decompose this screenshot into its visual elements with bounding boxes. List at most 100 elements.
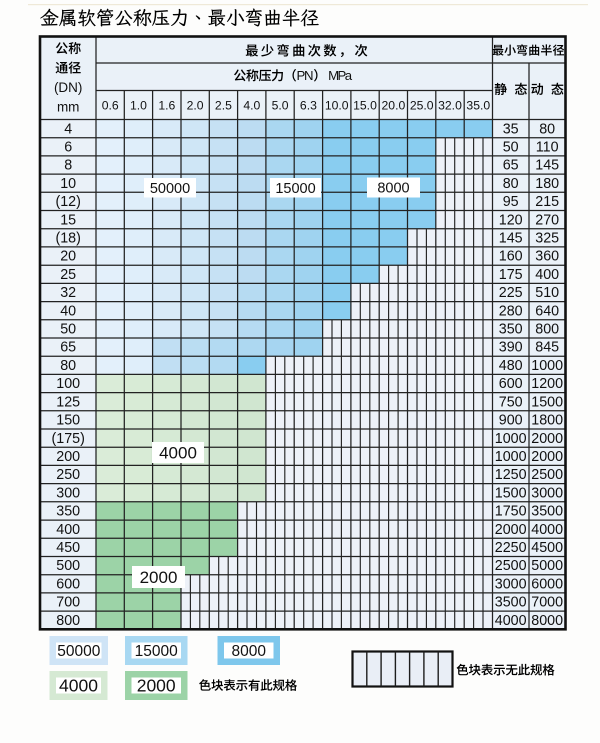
svg-text:40: 40	[60, 303, 76, 319]
svg-text:750: 750	[499, 394, 523, 410]
svg-text:3000: 3000	[495, 576, 527, 592]
svg-text:600: 600	[56, 576, 80, 592]
svg-text:4.0: 4.0	[243, 99, 260, 113]
svg-text:2000: 2000	[495, 522, 527, 538]
svg-text:(175): (175)	[52, 431, 85, 447]
svg-text:110: 110	[536, 140, 559, 156]
svg-text:7000: 7000	[531, 595, 563, 611]
svg-text:4000: 4000	[159, 444, 197, 463]
svg-text:1750: 1750	[495, 504, 527, 520]
svg-text:80: 80	[60, 358, 76, 374]
svg-text:215: 215	[535, 194, 559, 210]
svg-text:4500: 4500	[531, 540, 563, 556]
svg-text:5000: 5000	[531, 558, 563, 574]
svg-text:3500: 3500	[531, 504, 563, 520]
svg-text:640: 640	[535, 303, 559, 319]
svg-text:32.0: 32.0	[438, 99, 462, 113]
svg-text:20: 20	[60, 249, 76, 265]
svg-text:PN: PN	[297, 68, 314, 83]
svg-text:325: 325	[535, 231, 559, 247]
svg-text:3500: 3500	[495, 595, 527, 611]
svg-text:1800: 1800	[531, 413, 563, 429]
svg-text:10.0: 10.0	[325, 99, 349, 113]
svg-text:15: 15	[60, 212, 76, 228]
svg-text:400: 400	[535, 267, 559, 283]
svg-text:1000: 1000	[495, 449, 527, 465]
svg-text:4000: 4000	[495, 613, 527, 629]
svg-text:6.3: 6.3	[300, 99, 317, 113]
svg-text:35: 35	[503, 121, 519, 137]
svg-text:2.5: 2.5	[215, 99, 232, 113]
svg-text:1500: 1500	[531, 394, 563, 410]
svg-text:120: 120	[499, 212, 523, 228]
svg-text:65: 65	[60, 340, 76, 356]
svg-text:180: 180	[535, 176, 559, 192]
svg-text:700: 700	[56, 595, 80, 611]
svg-text:500: 500	[56, 558, 80, 574]
svg-text:1500: 1500	[495, 485, 527, 501]
svg-text:1000: 1000	[495, 431, 527, 447]
svg-text:(18): (18)	[55, 231, 80, 247]
svg-text:65: 65	[503, 158, 519, 174]
svg-text:1.6: 1.6	[158, 99, 175, 113]
svg-text:0.6: 0.6	[102, 99, 119, 113]
svg-text:280: 280	[499, 303, 523, 319]
svg-text:8: 8	[64, 158, 72, 174]
svg-text:100: 100	[56, 376, 80, 392]
svg-text:510: 510	[535, 285, 559, 301]
svg-text:2000: 2000	[137, 676, 176, 696]
svg-text:8000: 8000	[531, 613, 563, 629]
svg-text:15000: 15000	[135, 643, 178, 660]
svg-text:50000: 50000	[57, 643, 100, 660]
svg-text:125: 125	[56, 394, 80, 410]
svg-text:8000: 8000	[232, 643, 267, 660]
svg-text:145: 145	[535, 158, 559, 174]
svg-text:900: 900	[499, 413, 523, 429]
svg-text:5.0: 5.0	[272, 99, 289, 113]
svg-text:600: 600	[499, 376, 523, 392]
svg-text:4000: 4000	[531, 522, 563, 538]
svg-text:MPa: MPa	[328, 68, 353, 83]
svg-text:350: 350	[56, 504, 80, 520]
svg-text:4000: 4000	[59, 676, 98, 696]
svg-text:145: 145	[499, 231, 523, 247]
svg-text:1.0: 1.0	[130, 99, 147, 113]
svg-text:160: 160	[499, 249, 523, 265]
svg-text:360: 360	[535, 249, 559, 265]
svg-text:50: 50	[60, 322, 76, 338]
svg-text:800: 800	[56, 613, 80, 629]
svg-text:480: 480	[499, 358, 523, 374]
svg-text:2000: 2000	[531, 449, 563, 465]
svg-text:400: 400	[56, 522, 80, 538]
svg-text:250: 250	[56, 467, 80, 483]
svg-text:6: 6	[64, 140, 72, 156]
svg-text:15000: 15000	[275, 181, 315, 197]
svg-text:2000: 2000	[531, 431, 563, 447]
svg-text:2500: 2500	[495, 558, 527, 574]
svg-text:2.0: 2.0	[187, 99, 204, 113]
svg-text:(DN): (DN)	[54, 80, 83, 95]
svg-text:95: 95	[503, 194, 519, 210]
svg-text:150: 150	[56, 413, 80, 429]
svg-text:35.0: 35.0	[466, 99, 490, 113]
svg-text:225: 225	[499, 285, 523, 301]
svg-text:2250: 2250	[495, 540, 527, 556]
svg-text:10: 10	[60, 176, 76, 192]
svg-text:1200: 1200	[531, 376, 563, 392]
svg-text:25.0: 25.0	[410, 99, 434, 113]
svg-text:8000: 8000	[377, 181, 409, 197]
svg-text:80: 80	[503, 176, 519, 192]
svg-text:6000: 6000	[531, 576, 563, 592]
svg-text:2500: 2500	[531, 467, 563, 483]
svg-text:80: 80	[539, 121, 555, 137]
svg-text:15.0: 15.0	[353, 99, 377, 113]
svg-text:50000: 50000	[150, 181, 190, 197]
svg-text:50: 50	[503, 140, 519, 156]
svg-text:4: 4	[64, 121, 72, 137]
svg-text:mm: mm	[57, 100, 80, 115]
svg-text:300: 300	[56, 485, 80, 501]
svg-text:845: 845	[535, 340, 559, 356]
svg-text:800: 800	[535, 322, 559, 338]
svg-text:25: 25	[60, 267, 76, 283]
svg-text:32: 32	[60, 285, 76, 301]
